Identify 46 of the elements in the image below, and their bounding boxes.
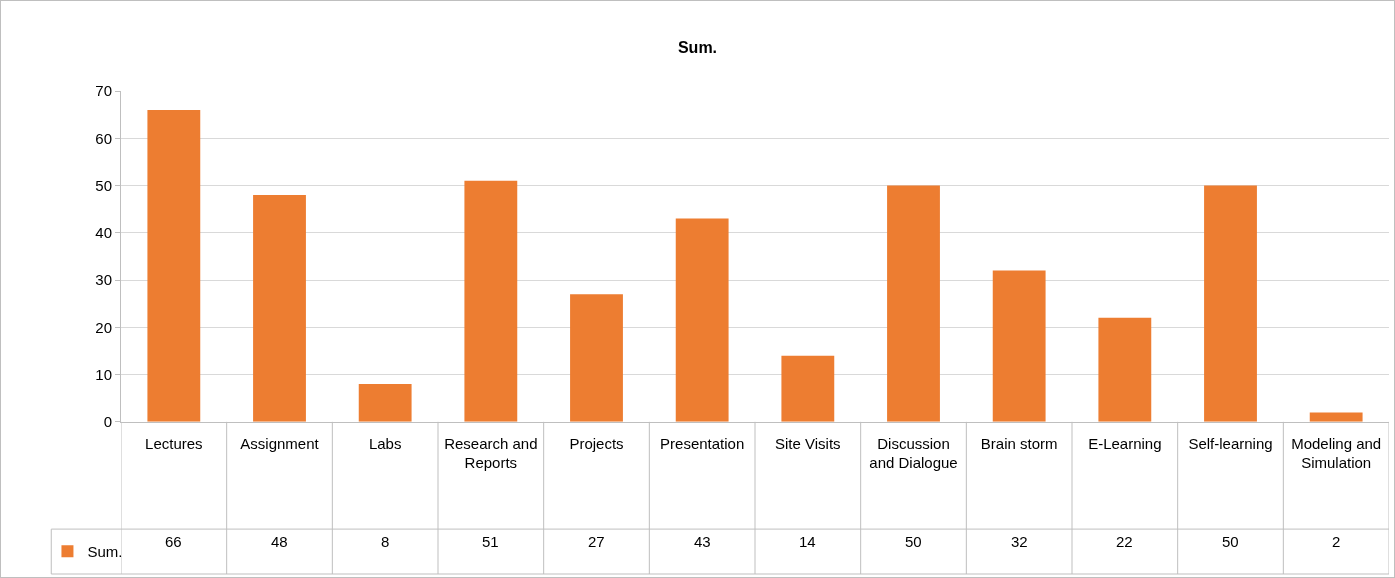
- bar: [992, 270, 1046, 422]
- chart-title: Sum.: [677, 38, 718, 56]
- x-tick-label: Labs: [368, 434, 402, 452]
- bar: [253, 194, 306, 422]
- y-tick-label: 30: [95, 271, 112, 289]
- bar: [887, 185, 940, 422]
- y-tick-label: 0: [103, 413, 112, 431]
- data-label: 48: [271, 533, 288, 550]
- data-label: 27: [588, 533, 605, 550]
- y-tick-label: 50: [95, 176, 112, 194]
- data-label: 22: [1116, 533, 1133, 550]
- bar: [1204, 185, 1257, 422]
- data-label: 43: [694, 533, 711, 550]
- x-tick-label: Self-learning: [1188, 434, 1273, 452]
- y-tick-label: 10: [95, 365, 112, 383]
- x-tick-label: E-Learning: [1088, 434, 1162, 452]
- x-tick-label: Brain storm: [980, 434, 1058, 452]
- data-label: 50: [1222, 533, 1239, 550]
- legend-label: Sum.: [87, 543, 123, 561]
- data-label: 14: [799, 533, 816, 550]
- data-label: 32: [1011, 533, 1028, 550]
- x-tick-label: Lectures: [145, 434, 203, 452]
- y-tick-label: 70: [95, 82, 112, 100]
- y-tick-label: 20: [95, 318, 112, 336]
- bar: [781, 355, 835, 422]
- data-label: 2: [1332, 533, 1341, 550]
- y-tick-label: 40: [95, 224, 112, 242]
- x-tick-label: Assignment: [240, 434, 320, 452]
- bar: [464, 180, 518, 422]
- bar: [675, 218, 729, 422]
- x-tick-label: Discussion and Dialogue: [869, 434, 958, 472]
- x-tick-label: Modeling and Simulation: [1291, 434, 1382, 472]
- bar: [147, 109, 201, 422]
- bar: [570, 294, 623, 422]
- y-tick-label: 60: [95, 129, 112, 147]
- x-tick-label: Site Visits: [775, 434, 841, 452]
- data-label: 8: [381, 533, 390, 550]
- bar: [1309, 412, 1363, 422]
- x-tick-label: Research and Reports: [444, 434, 538, 472]
- data-label: 51: [482, 533, 499, 550]
- data-label: 66: [165, 533, 182, 550]
- bar: [1098, 317, 1152, 422]
- x-tick-label: Presentation: [660, 434, 745, 452]
- bar: [358, 384, 412, 422]
- data-label: 50: [905, 533, 922, 550]
- x-tick-label: Projects: [569, 434, 624, 452]
